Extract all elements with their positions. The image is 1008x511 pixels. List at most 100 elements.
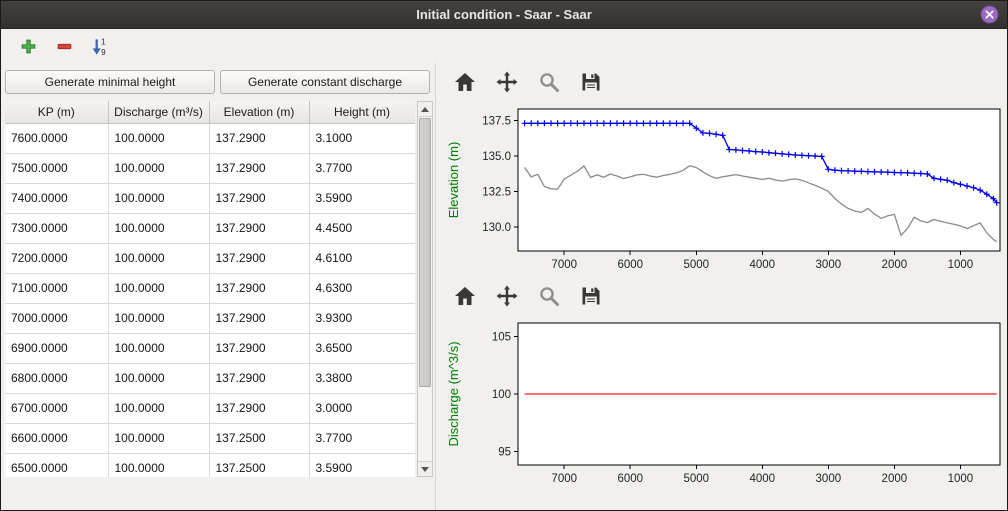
table-row[interactable]: 6500.0000 100.0000 137.2500 3.5900 — [5, 452, 415, 477]
generate-minimal-height-button[interactable]: Generate minimal height — [5, 70, 215, 94]
table-cell[interactable]: 137.2900 — [208, 152, 310, 184]
table-cell[interactable]: 3.7700 — [308, 152, 415, 184]
table-cell[interactable]: 3.5900 — [308, 182, 415, 214]
table-row[interactable]: 7600.0000 100.0000 137.2900 3.1000 — [5, 122, 415, 154]
table-row[interactable]: 6800.0000 100.0000 137.2900 3.3800 — [5, 362, 415, 394]
table-cell[interactable]: 4.6100 — [308, 242, 415, 274]
svg-text:137.5: 137.5 — [482, 115, 511, 127]
svg-text:132.5: 132.5 — [482, 186, 511, 198]
pan-icon — [496, 285, 518, 307]
table-row[interactable]: 7500.0000 100.0000 137.2900 3.7700 — [5, 152, 415, 184]
table-cell[interactable]: 137.2900 — [208, 122, 310, 154]
table-cell[interactable]: 6900.0000 — [5, 332, 109, 364]
table-cell[interactable]: 100.0000 — [107, 302, 210, 334]
column-header-elevation[interactable]: Elevation (m) — [208, 101, 310, 124]
table-cell[interactable]: 3.6500 — [308, 332, 415, 364]
generate-constant-discharge-button[interactable]: Generate constant discharge — [220, 70, 430, 94]
table-cell[interactable]: 6500.0000 — [5, 452, 109, 477]
svg-text:130.0: 130.0 — [482, 222, 511, 234]
main-toolbar: 1 9 — [1, 30, 1007, 63]
table-cell[interactable]: 137.2900 — [208, 362, 310, 394]
table-row[interactable]: 6600.0000 100.0000 137.2500 3.7700 — [5, 422, 415, 454]
table-cell[interactable]: 3.5900 — [308, 452, 415, 477]
table-cell[interactable]: 100.0000 — [107, 362, 210, 394]
svg-text:3000: 3000 — [816, 473, 842, 485]
table-cell[interactable]: 137.2900 — [208, 242, 310, 274]
table-scrollbar[interactable] — [417, 101, 433, 477]
home-button[interactable] — [452, 283, 478, 309]
table-cell[interactable]: 3.9300 — [308, 302, 415, 334]
table-cell[interactable]: 7200.0000 — [5, 242, 109, 274]
column-header-discharge[interactable]: Discharge (m³/s) — [107, 101, 210, 124]
zoom-button[interactable] — [536, 283, 562, 309]
table-cell[interactable]: 6600.0000 — [5, 422, 109, 454]
table-row[interactable]: 6900.0000 100.0000 137.2900 3.6500 — [5, 332, 415, 364]
table-cell[interactable]: 4.6300 — [308, 272, 415, 304]
pan-button[interactable] — [494, 69, 520, 95]
save-icon — [582, 73, 600, 91]
table-cell[interactable]: 7300.0000 — [5, 212, 109, 244]
svg-text:2000: 2000 — [882, 473, 908, 485]
table-cell[interactable]: 100.0000 — [107, 272, 210, 304]
table-cell[interactable]: 137.2500 — [208, 452, 310, 477]
table-cell[interactable]: 137.2900 — [208, 302, 310, 334]
table-cell[interactable]: 4.4500 — [308, 212, 415, 244]
table-cell[interactable]: 100.0000 — [107, 212, 210, 244]
home-button[interactable] — [452, 69, 478, 95]
table-cell[interactable]: 100.0000 — [107, 242, 210, 274]
sort-numeric-icon: 1 9 — [92, 38, 106, 56]
table-cell[interactable]: 137.2900 — [208, 272, 310, 304]
svg-text:6000: 6000 — [617, 473, 643, 485]
table-row[interactable]: 7100.0000 100.0000 137.2900 4.6300 — [5, 272, 415, 304]
table-cell[interactable]: 6800.0000 — [5, 362, 109, 394]
table-cell[interactable]: 137.2900 — [208, 392, 310, 424]
svg-text:7000: 7000 — [551, 473, 577, 485]
column-header-height[interactable]: Height (m) — [308, 101, 415, 124]
table-cell[interactable]: 100.0000 — [107, 122, 210, 154]
remove-row-button[interactable] — [53, 36, 75, 58]
table-cell[interactable]: 7500.0000 — [5, 152, 109, 184]
table-cell[interactable]: 3.1000 — [308, 122, 415, 154]
titlebar: Initial condition - Saar - Saar — [1, 1, 1007, 29]
table-cell[interactable]: 7400.0000 — [5, 182, 109, 214]
save-button[interactable] — [578, 283, 604, 309]
scrollbar-thumb[interactable] — [419, 118, 431, 388]
scroll-up-button[interactable] — [418, 102, 432, 117]
save-button[interactable] — [578, 69, 604, 95]
table-cell[interactable]: 3.7700 — [308, 422, 415, 454]
table-row[interactable]: 7400.0000 100.0000 137.2900 3.5900 — [5, 182, 415, 214]
remove-icon — [57, 43, 71, 50]
table-cell[interactable]: 137.2900 — [208, 332, 310, 364]
scroll-down-button[interactable] — [418, 461, 432, 476]
svg-text:7000: 7000 — [551, 259, 577, 271]
zoom-icon — [540, 73, 559, 92]
svg-text:1000: 1000 — [948, 473, 974, 485]
table-cell[interactable]: 7100.0000 — [5, 272, 109, 304]
table-cell[interactable]: 100.0000 — [107, 452, 210, 477]
table-cell[interactable]: 6700.0000 — [5, 392, 109, 424]
table-row[interactable]: 6700.0000 100.0000 137.2900 3.0000 — [5, 392, 415, 424]
table-row[interactable]: 7200.0000 100.0000 137.2900 4.6100 — [5, 242, 415, 274]
sort-rows-button[interactable]: 1 9 — [89, 36, 111, 58]
table-cell[interactable]: 100.0000 — [107, 422, 210, 454]
table-cell[interactable]: 3.3800 — [308, 362, 415, 394]
table-row[interactable]: 7300.0000 100.0000 137.2900 4.4500 — [5, 212, 415, 244]
table-cell[interactable]: 100.0000 — [107, 392, 210, 424]
table-cell[interactable]: 137.2900 — [208, 212, 310, 244]
table-cell[interactable]: 137.2500 — [208, 422, 310, 454]
discharge-plot-toolbar — [442, 279, 1007, 313]
table-cell[interactable]: 100.0000 — [107, 332, 210, 364]
pan-button[interactable] — [494, 283, 520, 309]
column-header-kp[interactable]: KP (m) — [5, 101, 109, 124]
table-cell[interactable]: 7000.0000 — [5, 302, 109, 334]
table-cell[interactable]: 100.0000 — [107, 152, 210, 184]
table-cell[interactable]: 7600.0000 — [5, 122, 109, 154]
zoom-button[interactable] — [536, 69, 562, 95]
table-cell[interactable]: 137.2900 — [208, 182, 310, 214]
table-cell[interactable]: 3.0000 — [308, 392, 415, 424]
table-cell[interactable]: 100.0000 — [107, 182, 210, 214]
add-row-button[interactable] — [17, 36, 39, 58]
close-icon[interactable] — [980, 5, 999, 24]
discharge-chart: 7000 6000 5000 4000 3000 2000 1000 95 100 105 Disc… — [446, 322, 1001, 485]
table-row[interactable]: 7000.0000 100.0000 137.2900 3.9300 — [5, 302, 415, 334]
